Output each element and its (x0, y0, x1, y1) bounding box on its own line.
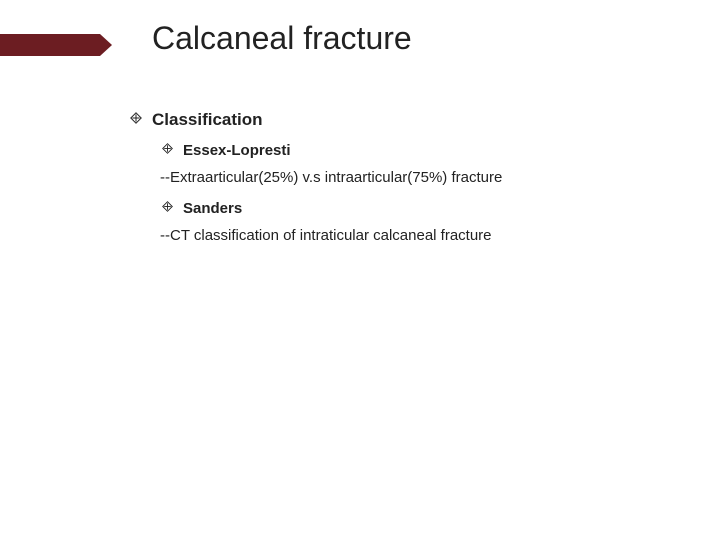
diamond-plus-icon (162, 143, 173, 154)
bullet-level1: Classification (130, 110, 670, 130)
slide-title: Calcaneal fracture (152, 20, 412, 57)
content-area: Classification Essex-Lopresti --Extraart… (130, 110, 670, 258)
slide: Calcaneal fracture Classification Ess (0, 0, 720, 540)
bullet-level2-heading: Sanders (183, 200, 242, 217)
bullet-level2-detail: --CT classification of intraticular calc… (160, 227, 670, 244)
bullet-level2-heading: Essex-Lopresti (183, 142, 291, 159)
bullet-level2-detail: --Extraarticular(25%) v.s intraarticular… (160, 169, 670, 186)
bullet-level2: Sanders (162, 200, 670, 217)
bullet-level1-label: Classification (152, 110, 263, 130)
bullet-level2: Essex-Lopresti (162, 142, 670, 159)
diamond-plus-icon (130, 112, 142, 124)
accent-bar (0, 34, 112, 56)
diamond-plus-icon (162, 201, 173, 212)
